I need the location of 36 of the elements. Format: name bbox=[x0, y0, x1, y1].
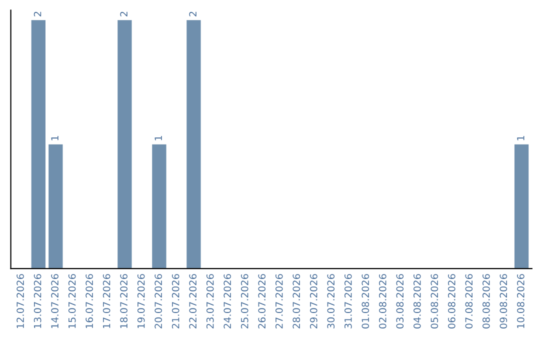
x-tick-label: 01.08.2026 bbox=[362, 274, 370, 328]
x-tick-label: 09.08.2026 bbox=[500, 274, 508, 328]
x-tick-label: 08.08.2026 bbox=[482, 274, 490, 328]
x-tick-label: 24.07.2026 bbox=[224, 274, 232, 328]
x-tick-label: 19.07.2026 bbox=[137, 274, 145, 328]
data-label: 2 bbox=[120, 12, 128, 16]
x-tick-label: 18.07.2026 bbox=[120, 274, 128, 328]
x-tick-label: 15.07.2026 bbox=[68, 274, 76, 328]
x-tick-label: 22.07.2026 bbox=[189, 274, 197, 328]
x-tick-label: 06.08.2026 bbox=[448, 274, 456, 328]
x-tick-label: 04.08.2026 bbox=[413, 274, 421, 328]
x-tick-label: 26.07.2026 bbox=[258, 274, 266, 328]
x-tick-label: 23.07.2026 bbox=[206, 274, 214, 328]
x-tick-label: 05.08.2026 bbox=[430, 274, 438, 328]
data-label: 1 bbox=[517, 136, 524, 140]
x-tick-label: 27.07.2026 bbox=[275, 274, 283, 328]
x-tick-label: 13.07.2026 bbox=[34, 274, 42, 328]
x-tick-label: 03.08.2026 bbox=[396, 274, 404, 328]
x-tick-label: 14.07.2026 bbox=[51, 274, 58, 328]
x-tick-label: 25.07.2026 bbox=[240, 274, 248, 328]
x-tick-label: 21.07.2026 bbox=[172, 274, 180, 328]
x-tick-label: 12.07.2026 bbox=[16, 274, 24, 328]
x-tick-label: 30.07.2026 bbox=[327, 274, 335, 328]
x-tick-label: 31.07.2026 bbox=[344, 274, 352, 328]
x-tick-label: 20.07.2026 bbox=[154, 274, 162, 328]
x-tick-label: 28.07.2026 bbox=[292, 274, 300, 328]
x-tick-label: 02.08.2026 bbox=[378, 274, 386, 328]
data-label: 1 bbox=[154, 136, 162, 140]
x-tick-label: 17.07.2026 bbox=[102, 274, 110, 328]
x-tick-label: 10.08.2026 bbox=[517, 274, 524, 328]
x-tick-label: 07.08.2026 bbox=[465, 274, 473, 328]
data-label: 2 bbox=[189, 12, 196, 16]
x-tick-label: 29.07.2026 bbox=[310, 274, 318, 328]
x-tick-label: 16.07.2026 bbox=[86, 274, 93, 328]
data-label: 1 bbox=[51, 136, 58, 140]
data-label: 2 bbox=[34, 12, 42, 16]
